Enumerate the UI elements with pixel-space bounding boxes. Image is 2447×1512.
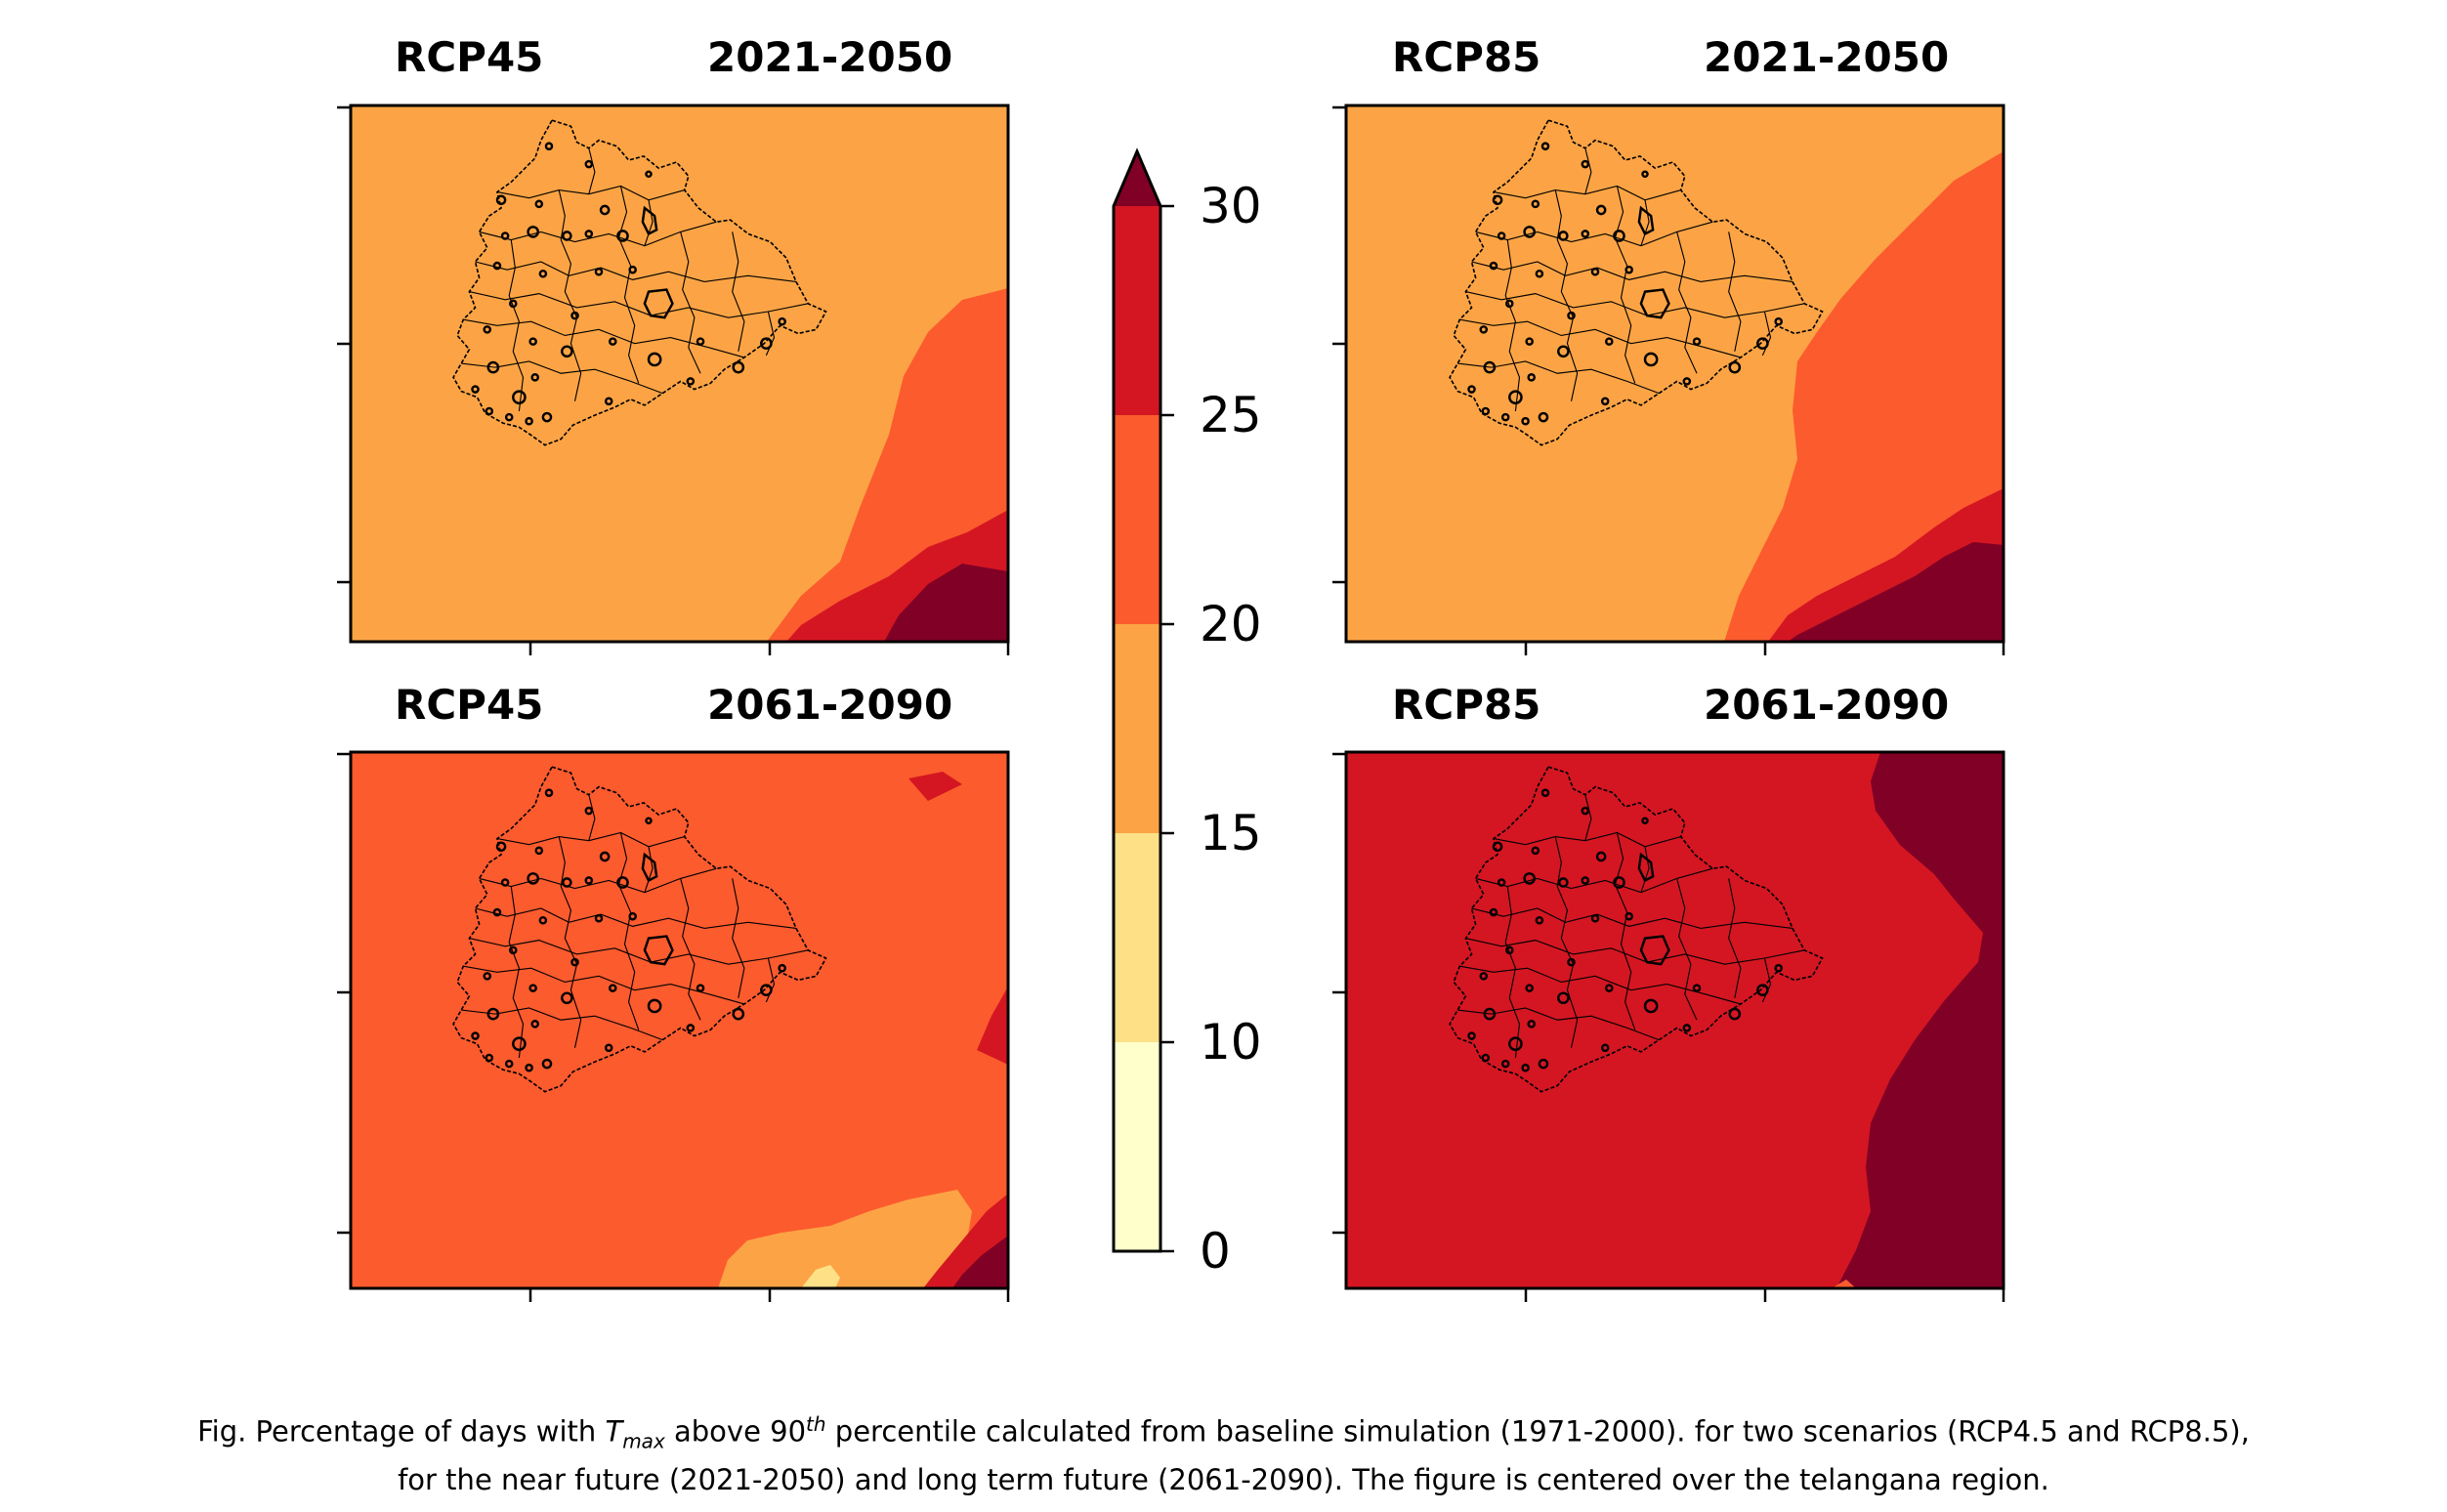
contour-10-15 bbox=[801, 1265, 840, 1288]
colorbar-label-20: 20 bbox=[1200, 596, 1262, 652]
caption-line-1: Fig. Percentage of days with Tmax above … bbox=[197, 1412, 2250, 1453]
panel-3-period: 2061-2090 bbox=[707, 681, 953, 729]
colorbar-ticks bbox=[1160, 204, 1174, 1253]
colorbar-label-0: 0 bbox=[1200, 1223, 1231, 1280]
panel-1-frame bbox=[349, 104, 1010, 644]
panel-4-ticks bbox=[1332, 752, 2005, 1302]
contour-20-25 bbox=[1724, 151, 2004, 642]
colorbar-segment-10-15 bbox=[1114, 833, 1160, 1042]
panel-3-background bbox=[351, 752, 1008, 1288]
colorbar-label-15: 15 bbox=[1200, 805, 1262, 861]
panel-1-period: 2021-2050 bbox=[707, 33, 953, 81]
contour-25-30-patch bbox=[908, 772, 962, 801]
contour-25-30-patch bbox=[977, 987, 1008, 1065]
contour-15-20 bbox=[718, 1190, 972, 1288]
panel-rcp45-2021-2050 bbox=[337, 104, 1010, 655]
colorbar-segment-20-25 bbox=[1114, 415, 1160, 624]
panel-3-frame bbox=[349, 750, 1010, 1290]
panel-2-ticks bbox=[1332, 105, 2005, 655]
panel-4-period: 2061-2090 bbox=[1704, 681, 1950, 729]
panel-2-scenario: RCP85 bbox=[1392, 33, 1541, 81]
contour-30-plus bbox=[1836, 752, 2004, 1288]
panel-2-frame bbox=[1344, 104, 2005, 644]
panel-2-period: 2021-2050 bbox=[1704, 33, 1950, 81]
panel-3-scenario: RCP45 bbox=[395, 681, 544, 729]
colorbar-segment-15-20 bbox=[1114, 624, 1160, 833]
caption-line-2: for the near future (2021-2050) and long… bbox=[398, 1463, 2049, 1497]
colorbar-label-10: 10 bbox=[1200, 1014, 1262, 1071]
figure-caption: Fig. Percentage of days with Tmax above … bbox=[0, 1405, 2447, 1499]
contour-30-plus bbox=[1788, 542, 2004, 642]
panel-3-ticks bbox=[337, 752, 1010, 1302]
contour-30-plus bbox=[884, 564, 1008, 642]
panel-rcp45-2061-2090 bbox=[337, 750, 1010, 1302]
panel-1-scenario: RCP45 bbox=[395, 33, 544, 81]
panel-rcp85-2021-2050 bbox=[1332, 104, 2005, 655]
contour-20-25-patch bbox=[1832, 1280, 1856, 1288]
panel-4-frame bbox=[1344, 750, 2005, 1290]
colorbar-label-30: 30 bbox=[1200, 178, 1262, 234]
contour-30-plus bbox=[952, 1236, 1008, 1288]
colorbar-label-25: 25 bbox=[1200, 387, 1262, 443]
colorbar-extend-arrow bbox=[1114, 151, 1160, 206]
panel-4-scenario: RCP85 bbox=[1392, 681, 1541, 729]
panel-rcp85-2061-2090 bbox=[1332, 750, 2005, 1302]
panel-1-ticks bbox=[337, 105, 1010, 655]
colorbar-segment-25-30 bbox=[1114, 206, 1160, 415]
colorbar-segment-0-10 bbox=[1114, 1042, 1160, 1251]
colorbar-frame bbox=[1112, 147, 1162, 1253]
colorbar bbox=[1112, 147, 1174, 1253]
